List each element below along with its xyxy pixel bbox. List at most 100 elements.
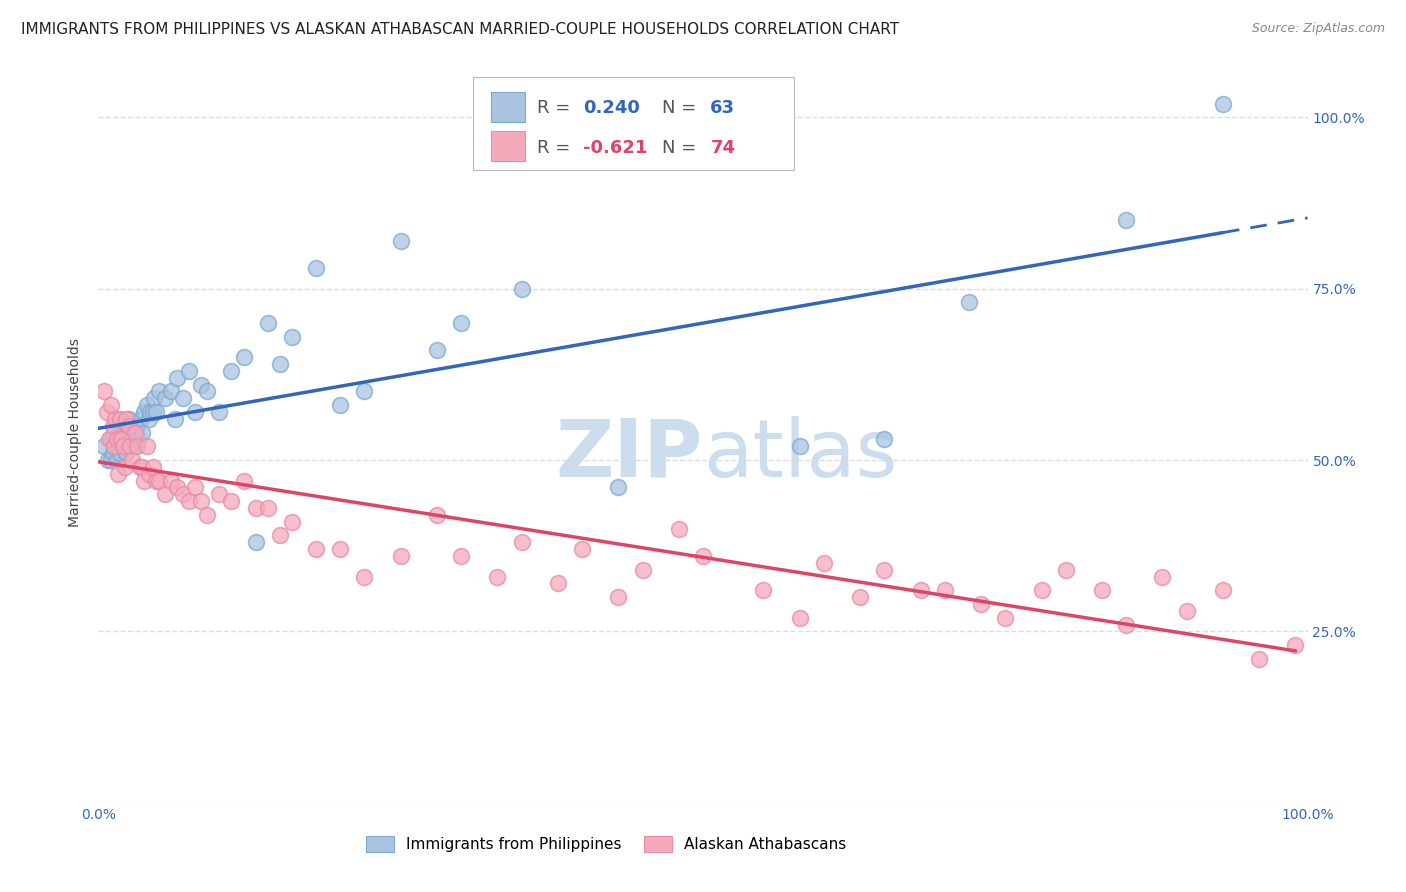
- Point: [105, 433, 128, 447]
- Point: [105, 453, 128, 467]
- Point: [245, 535, 267, 549]
- Point: [184, 480, 207, 494]
- Point: [118, 433, 141, 447]
- Point: [221, 364, 243, 378]
- Text: Source: ZipAtlas.com: Source: ZipAtlas.com: [1251, 22, 1385, 36]
- Point: [118, 412, 141, 426]
- Point: [426, 343, 449, 358]
- Point: [1031, 583, 1053, 598]
- Point: [195, 384, 218, 399]
- Point: [329, 542, 352, 557]
- Point: [104, 412, 127, 426]
- FancyBboxPatch shape: [492, 131, 526, 161]
- Point: [103, 439, 125, 453]
- Point: [1152, 569, 1174, 583]
- Point: [148, 384, 170, 399]
- Point: [426, 508, 449, 522]
- Point: [115, 446, 138, 460]
- Point: [135, 439, 157, 453]
- Text: N =: N =: [662, 99, 702, 118]
- Point: [97, 453, 120, 467]
- Point: [153, 392, 176, 406]
- Point: [124, 425, 146, 440]
- Point: [1054, 563, 1077, 577]
- Point: [232, 474, 254, 488]
- Point: [145, 474, 167, 488]
- Point: [195, 508, 218, 522]
- Point: [127, 439, 149, 453]
- Point: [100, 398, 122, 412]
- Point: [269, 528, 291, 542]
- Point: [166, 371, 188, 385]
- Point: [107, 467, 129, 481]
- Point: [1212, 96, 1234, 111]
- Point: [1249, 652, 1271, 666]
- Legend: Immigrants from Philippines, Alaskan Athabascans: Immigrants from Philippines, Alaskan Ath…: [360, 830, 852, 858]
- Point: [111, 425, 134, 440]
- Point: [1115, 617, 1137, 632]
- Point: [108, 412, 131, 426]
- Point: [1115, 213, 1137, 227]
- Text: atlas: atlas: [703, 416, 897, 494]
- Point: [96, 405, 118, 419]
- Point: [134, 405, 156, 419]
- Point: [160, 384, 183, 399]
- Point: [813, 556, 835, 570]
- Point: [138, 412, 160, 426]
- Point: [101, 446, 124, 460]
- Text: 0.240: 0.240: [583, 99, 640, 118]
- Point: [131, 459, 153, 474]
- Point: [510, 535, 533, 549]
- Point: [184, 405, 207, 419]
- Text: R =: R =: [537, 138, 576, 157]
- Point: [208, 487, 231, 501]
- Point: [172, 487, 194, 501]
- Point: [849, 590, 872, 604]
- Point: [571, 542, 593, 557]
- Y-axis label: Married-couple Households: Married-couple Households: [69, 338, 83, 527]
- Point: [127, 418, 149, 433]
- Point: [93, 439, 115, 453]
- Point: [110, 433, 132, 447]
- Point: [143, 392, 166, 406]
- Point: [148, 474, 170, 488]
- Text: R =: R =: [537, 99, 576, 118]
- Point: [118, 418, 141, 433]
- Point: [118, 439, 141, 453]
- Text: N =: N =: [662, 138, 702, 157]
- Point: [389, 234, 412, 248]
- Point: [873, 433, 896, 447]
- Point: [450, 316, 472, 330]
- Point: [789, 439, 811, 453]
- Point: [107, 439, 129, 453]
- Point: [127, 433, 149, 447]
- Point: [353, 569, 375, 583]
- Text: IMMIGRANTS FROM PHILIPPINES VS ALASKAN ATHABASCAN MARRIED-COUPLE HOUSEHOLDS CORR: IMMIGRANTS FROM PHILIPPINES VS ALASKAN A…: [21, 22, 900, 37]
- Point: [166, 480, 188, 494]
- Point: [269, 357, 291, 371]
- Point: [93, 384, 115, 399]
- Point: [121, 418, 143, 433]
- Point: [547, 576, 569, 591]
- Point: [100, 453, 122, 467]
- Point: [910, 583, 932, 598]
- Point: [163, 412, 186, 426]
- FancyBboxPatch shape: [474, 78, 793, 169]
- Point: [305, 261, 328, 276]
- Point: [1175, 604, 1198, 618]
- Point: [789, 610, 811, 624]
- Point: [692, 549, 714, 563]
- Point: [124, 439, 146, 453]
- Point: [129, 412, 152, 426]
- Point: [190, 494, 212, 508]
- Point: [142, 405, 165, 419]
- Point: [329, 398, 352, 412]
- Point: [135, 398, 157, 412]
- Point: [172, 392, 194, 406]
- Point: [190, 377, 212, 392]
- Point: [128, 459, 150, 474]
- Point: [138, 467, 160, 481]
- Point: [389, 549, 412, 563]
- Point: [934, 583, 956, 598]
- Point: [305, 542, 328, 557]
